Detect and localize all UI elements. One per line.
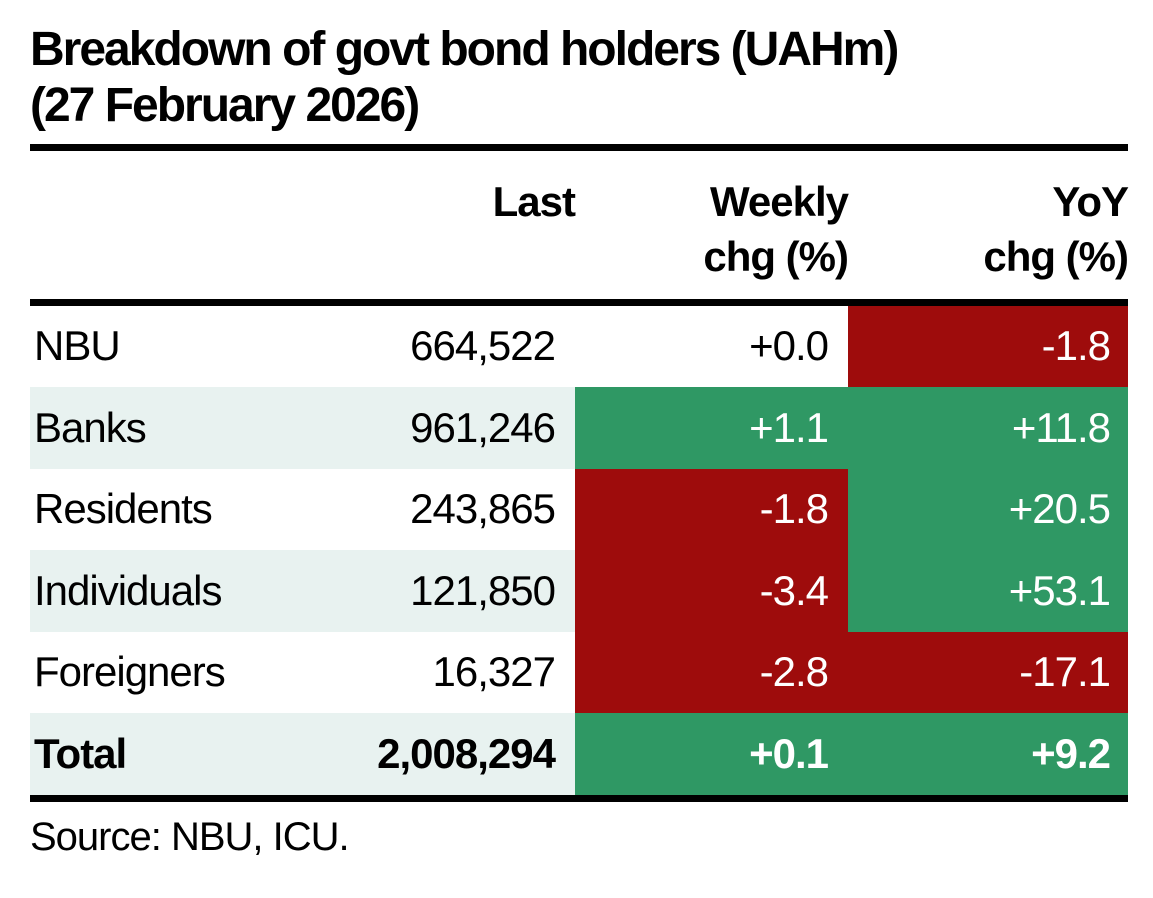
source-note: Source: NBU, ICU. [30,814,350,859]
last-value-cell: 2,008,294 [310,713,575,795]
weekly-chg-cell: -1.8 [575,468,848,550]
holder-cell: Foreigners [34,648,226,696]
weekly-chg-cell: +0.1 [575,713,848,795]
title-divider [30,144,1128,152]
weekly-chg-cell: +1.1 [575,387,848,469]
table-body: NBU 664,522 +0.0 -1.8 Banks 961,246 +1.1… [30,305,1128,795]
last-value-cell: 16,327 [432,648,556,696]
yoy-chg-cell: +53.1 [848,550,1128,632]
table-row-banks: Banks 961,246 +1.1 +11.8 [30,387,1128,469]
header-divider [30,298,1128,306]
page-title: Breakdown of govt bond holders (UAHm) (2… [30,23,899,133]
last-value-cell: 961,246 [310,387,575,469]
column-header-last: Last [492,178,576,226]
column-header-yoy-chg: YoY chg (%) [983,178,1129,280]
yoy-chg-cell: +11.8 [848,387,1128,469]
holder-cell: Banks [30,387,310,469]
last-value-cell: 664,522 [410,322,556,370]
yoy-chg-cell: -17.1 [848,631,1128,713]
holder-cell: Residents [34,485,213,533]
weekly-chg-cell: -2.8 [575,631,848,713]
yoy-chg-cell: +20.5 [848,468,1128,550]
table-bottom-divider [30,794,1128,802]
column-header-holder [30,175,310,284]
yoy-chg-cell: -1.8 [848,305,1128,387]
last-value-cell: 121,850 [310,550,575,632]
table-row-individuals: Individuals 121,850 -3.4 +53.1 [30,550,1128,632]
table-header-row: Last Weekly chg (%) YoY chg (%) [30,151,1129,298]
weekly-chg-cell: -3.4 [575,550,848,632]
table-row-foreigners: Foreigners 16,327 -2.8 -17.1 [30,631,1128,713]
table-row-total: Total 2,008,294 +0.1 +9.2 [30,713,1128,795]
holder-cell: NBU [34,322,121,370]
yoy-chg-cell: +9.2 [848,713,1128,795]
column-header-weekly-chg: Weekly chg (%) [703,178,849,280]
weekly-chg-cell: +0.0 [749,322,829,370]
last-value-cell: 243,865 [410,485,556,533]
holder-cell: Individuals [30,550,310,632]
holder-cell: Total [30,713,310,795]
table-row-residents: Residents 243,865 -1.8 +20.5 [30,468,1128,550]
table-row-nbu: NBU 664,522 +0.0 -1.8 [30,305,1128,387]
